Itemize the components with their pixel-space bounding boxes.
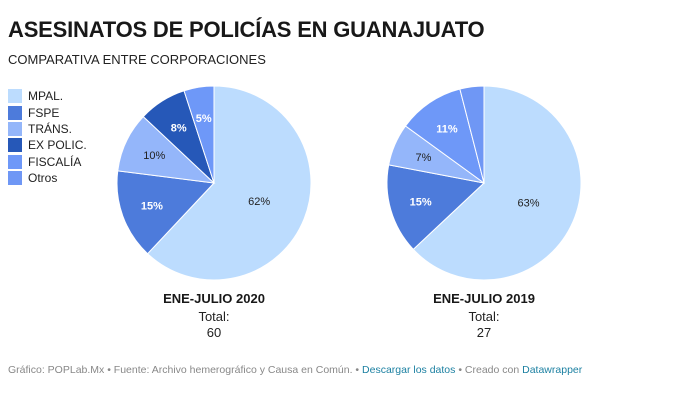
pie-slice-label: 5% xyxy=(196,113,212,125)
pie-slice-label: 15% xyxy=(410,196,432,208)
footer: Gráfico: POPLab.Mx • Fuente: Archivo hem… xyxy=(8,364,582,376)
pie-title: ENE-JULIO 2020 xyxy=(163,291,265,306)
total-value: 60 xyxy=(206,325,222,340)
legend-swatch xyxy=(8,121,22,136)
pie-slice-label: 62% xyxy=(248,196,270,208)
footer-created-with: • Creado con xyxy=(455,364,523,376)
legend-label: EX POLIC. xyxy=(28,138,87,153)
legend: MPAL. FSPE TRÁNS. EX POLIC. FISCALÍA Otr… xyxy=(8,88,87,186)
legend-label: FSPE xyxy=(28,105,60,120)
pie-slice-label: 10% xyxy=(143,150,165,162)
pie-slice-otros xyxy=(459,85,485,184)
pie-chart-2020: 62% 15% 10% 8% 5% xyxy=(116,85,312,281)
legend-swatch xyxy=(8,154,22,169)
pie-slice-fspe xyxy=(116,170,216,255)
legend-swatch xyxy=(8,105,22,120)
legend-swatch xyxy=(8,89,22,104)
legend-item-trans: TRÁNS. xyxy=(8,121,87,137)
pie-slice-label: 15% xyxy=(141,200,163,212)
legend-label: FISCALÍA xyxy=(28,154,82,169)
pie-slice-label: 63% xyxy=(517,197,539,209)
datawrapper-link[interactable]: Datawrapper xyxy=(522,364,583,376)
pie-slice-fspe xyxy=(386,164,486,251)
footer-source: Gráfico: POPLab.Mx • Fuente: Archivo hem… xyxy=(8,364,363,376)
legend-item-otros: Otros xyxy=(8,170,87,186)
pie-caption-2019: ENE-JULIO 2019 Total: 27 xyxy=(384,291,584,341)
legend-label: MPAL. xyxy=(28,89,64,104)
legend-label: TRÁNS. xyxy=(28,121,73,136)
pie-chart-2019: 63% 15% 7% 11% xyxy=(386,85,582,281)
total-label: Total: xyxy=(468,309,500,324)
total-label: Total: xyxy=(198,309,230,324)
pie-slice-mpal xyxy=(412,85,582,281)
legend-label: Otros xyxy=(28,171,58,186)
pie-slice-mpal xyxy=(146,85,312,281)
legend-item-ex-polic: EX POLIC. xyxy=(8,137,87,153)
pie-slice-label: 8% xyxy=(171,122,187,134)
chart-subtitle: COMPARATIVA ENTRE CORPORACIONES xyxy=(8,52,266,67)
pie-charts: 62% 15% 10% 8% 5% 63% 15% 7% 11% xyxy=(116,85,582,281)
legend-item-mpal: MPAL. xyxy=(8,88,87,104)
legend-item-fiscalia: FISCALÍA xyxy=(8,154,87,170)
pie-slice-fiscalía xyxy=(183,85,215,184)
pie-slice-fiscalía xyxy=(404,88,485,185)
legend-swatch xyxy=(8,138,22,153)
pie-slice-label: 11% xyxy=(436,123,458,135)
legend-swatch xyxy=(8,171,22,186)
pie-slice-label: 7% xyxy=(416,152,432,164)
chart-title: ASESINATOS DE POLICÍAS EN GUANAJUATO xyxy=(8,17,485,42)
download-data-link[interactable]: Descargar los datos xyxy=(362,364,456,376)
pie-title: ENE-JULIO 2019 xyxy=(433,291,535,306)
legend-item-fspe: FSPE xyxy=(8,104,87,120)
pie-caption-2020: ENE-JULIO 2020 Total: 60 xyxy=(114,291,314,341)
total-value: 27 xyxy=(476,325,492,340)
